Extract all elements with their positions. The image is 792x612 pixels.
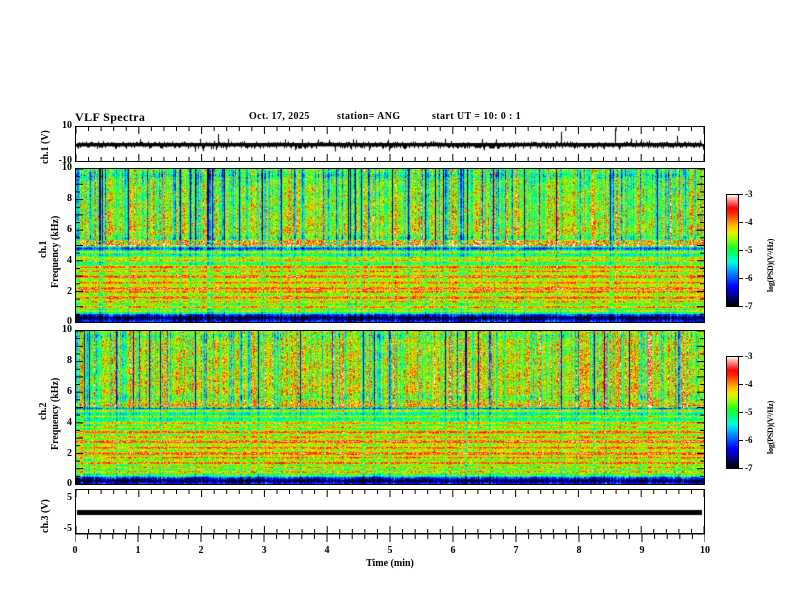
ch1-spec-ytick-8: 8	[67, 193, 72, 204]
ch2-spec-ytick-6: 6	[67, 386, 72, 397]
ch3-wave-ytick-bottom: -5	[63, 523, 72, 534]
ch1-spectrogram-canvas	[76, 169, 704, 322]
ch3-wave-ytick-top: 5	[67, 492, 72, 503]
xtick-7: 7	[513, 545, 519, 556]
colorbar-ch1-tick--4: -4	[745, 217, 753, 227]
ch2-spec-ytick-0: 0	[67, 478, 72, 489]
panel-ch1-spectrogram	[75, 168, 705, 323]
colorbar-ch2-tick--7: -7	[745, 463, 753, 473]
x-axis	[75, 534, 705, 542]
panel-ch1-waveform	[75, 126, 705, 162]
colorbar-ch1-tickmark-2	[739, 250, 743, 251]
colorbar-ch2-tickmark-1	[739, 384, 743, 385]
colorbar-ch2-tick--3: -3	[745, 351, 753, 361]
colorbar-ch1-tickmark-1	[739, 222, 743, 223]
ch2-spec-ytick-8: 8	[67, 355, 72, 366]
colorbar-ch1	[726, 194, 739, 307]
xtick-8: 8	[576, 545, 582, 556]
colorbar-ch2-tickmark-3	[739, 440, 743, 441]
ch1-wave-ytick-top: 10	[62, 120, 72, 131]
header-station: station= ANG	[337, 111, 401, 122]
ch1-spec-ytick-0: 0	[67, 316, 72, 327]
xtick-9: 9	[639, 545, 645, 556]
colorbar-ch1-tickmark-0	[739, 194, 743, 195]
xtick-2: 2	[198, 545, 204, 556]
ch2-spec-ytick-2: 2	[67, 448, 72, 459]
colorbar-ch2-tick--5: -5	[745, 407, 753, 417]
ch2-spectrogram-canvas	[76, 331, 704, 484]
xtick-10: 10	[700, 545, 710, 556]
ch3-wave-axis-title: ch.3 (V)	[40, 499, 51, 533]
ch1-spec-ytick-10: 10	[62, 162, 72, 173]
colorbar-ch1-tick--7: -7	[745, 301, 753, 311]
ch1-spec-ytick-4: 4	[67, 255, 72, 266]
colorbar-ch2-tick--4: -4	[745, 379, 753, 389]
colorbar-ch1-tickmark-3	[739, 278, 743, 279]
colorbar-ch1-tick--6: -6	[745, 273, 753, 283]
xtick-4: 4	[324, 545, 330, 556]
header-start-ut: start UT = 10: 0 : 1	[432, 111, 522, 122]
colorbar-ch2-tick--6: -6	[745, 435, 753, 445]
ch1-spec-axis-title2: Frequency (kHz)	[50, 215, 61, 288]
x-axis-title: Time (min)	[366, 558, 414, 569]
xtick-5: 5	[387, 545, 393, 556]
colorbar-ch2-tickmark-4	[739, 468, 743, 469]
xtick-3: 3	[261, 545, 267, 556]
ch1-waveform-canvas	[76, 127, 704, 161]
ch1-spec-ytick-2: 2	[67, 286, 72, 297]
ch2-spec-axis-title2: Frequency (kHz)	[50, 377, 61, 450]
colorbar-ch2-tickmark-0	[739, 356, 743, 357]
xtick-0: 0	[72, 545, 78, 556]
ch3-waveform-canvas	[76, 490, 704, 533]
panel-ch2-spectrogram	[75, 330, 705, 485]
ch1-spec-axis-title: ch.1	[38, 240, 49, 259]
colorbar-ch1-tick--5: -5	[745, 245, 753, 255]
ch1-spec-ytick-6: 6	[67, 224, 72, 235]
colorbar-ch2-title: log(PSD)(V²/Hz)	[766, 400, 775, 454]
colorbar-ch2	[726, 356, 739, 469]
page-title: VLF Spectra	[75, 110, 146, 124]
colorbar-ch1-tickmark-4	[739, 306, 743, 307]
colorbar-ch2-tickmark-2	[739, 412, 743, 413]
xtick-1: 1	[135, 545, 141, 556]
ch1-wave-axis-title: ch.1 (V)	[40, 130, 51, 164]
ch2-spec-axis-title: ch.2	[38, 402, 49, 421]
panel-ch3-waveform	[75, 489, 705, 534]
colorbar-ch1-tick--3: -3	[745, 189, 753, 199]
ch2-spec-ytick-4: 4	[67, 417, 72, 428]
ch2-spec-ytick-10: 10	[62, 324, 72, 335]
ch1-wave-ytick-bottom: -10	[58, 155, 72, 166]
header-date: Oct. 17, 2025	[249, 111, 310, 122]
colorbar-ch1-title: log(PSD)(V²/Hz)	[766, 238, 775, 292]
xtick-6: 6	[450, 545, 456, 556]
